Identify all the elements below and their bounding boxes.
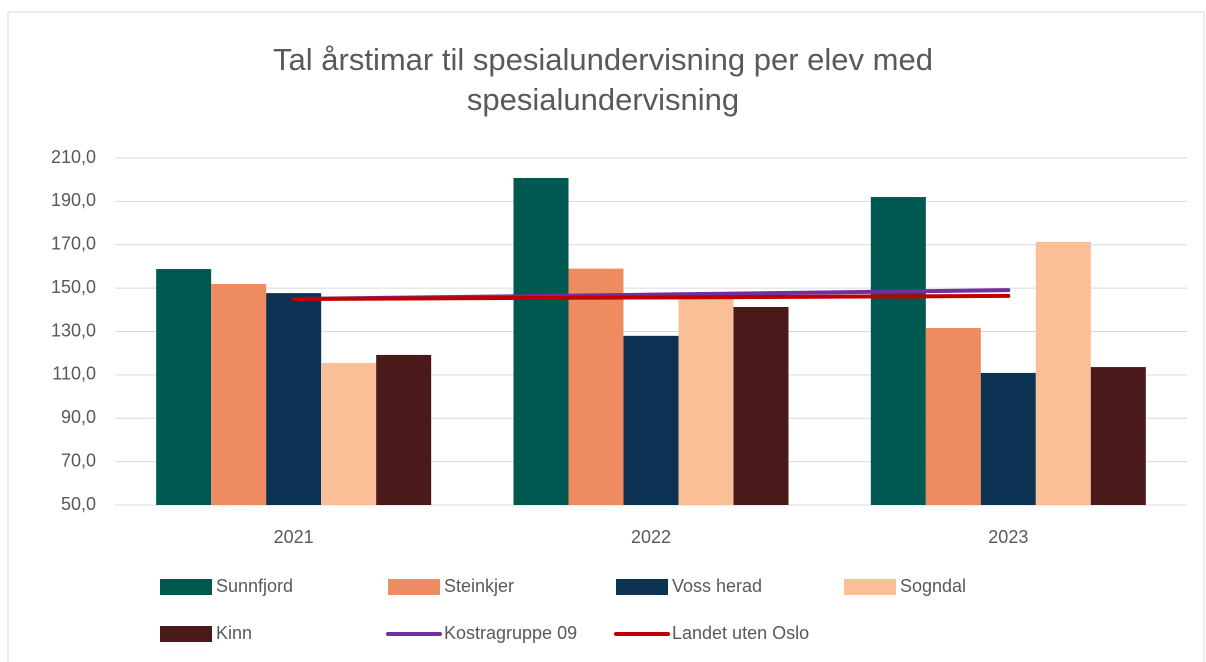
- bar: [1035, 241, 1091, 506]
- legend-label: Voss herad: [672, 576, 762, 596]
- legend-swatch: [160, 626, 212, 642]
- y-tick-label: 50,0: [61, 494, 96, 514]
- bar: [1090, 367, 1146, 505]
- y-tick-label: 150,0: [51, 277, 96, 297]
- legend-label: Steinkjer: [444, 576, 514, 596]
- bar: [513, 177, 569, 505]
- x-tick-label: 2021: [274, 527, 314, 547]
- legend-swatch: [160, 579, 212, 595]
- bar: [870, 197, 926, 505]
- bar: [376, 354, 432, 505]
- chart-title: Tal årstimar til spesialundervisning per…: [273, 42, 933, 117]
- bar: [266, 293, 322, 505]
- y-tick-label: 110,0: [52, 364, 96, 384]
- y-tick-label: 190,0: [51, 190, 96, 210]
- y-tick-label: 170,0: [51, 234, 96, 254]
- legend-label: Sunnfjord: [216, 576, 293, 596]
- legend-label: Sogndal: [900, 576, 966, 596]
- y-tick-label: 130,0: [51, 320, 96, 340]
- line-series: [291, 293, 1011, 301]
- y-tick-label: 90,0: [61, 407, 96, 427]
- bar: [568, 268, 624, 505]
- x-tick-label: 2023: [988, 527, 1028, 547]
- legend-swatch: [388, 579, 440, 595]
- chart-border: [7, 11, 1205, 662]
- bar: [211, 284, 267, 505]
- bar: [321, 362, 377, 505]
- bar: [925, 328, 981, 505]
- y-tick-label: 70,0: [61, 450, 96, 470]
- bar: [980, 372, 1036, 505]
- bar: [623, 335, 679, 505]
- bar: [156, 269, 212, 505]
- legend-label: Landet uten Oslo: [672, 623, 809, 643]
- bar: [733, 306, 789, 505]
- legend-swatch: [844, 579, 896, 595]
- x-tick-label: 2022: [631, 527, 671, 547]
- y-tick-label: 210,0: [51, 147, 96, 167]
- legend-label: Kinn: [216, 623, 252, 643]
- bar: [678, 296, 734, 505]
- legend-label: Kostragruppe 09: [444, 623, 577, 643]
- legend-swatch: [616, 579, 668, 595]
